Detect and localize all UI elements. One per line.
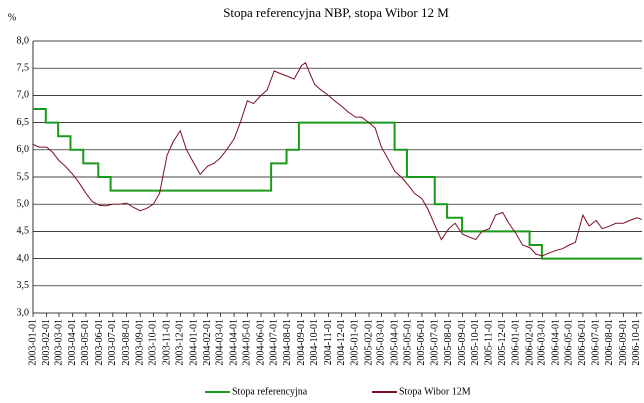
x-tick-label: 2003-04-01	[67, 319, 78, 366]
x-tick-label: 2004-02-01	[202, 319, 213, 366]
x-tick-label: 2004-09-01	[296, 319, 307, 366]
x-tick-label: 2003-10-01	[148, 319, 159, 366]
x-tick-label: 2005-01-01	[350, 319, 361, 366]
x-tick-label: 2004-10-01	[309, 319, 320, 366]
x-tick-label: 2003-01-01	[27, 319, 38, 366]
y-tick-label: 6,0	[17, 144, 30, 155]
y-tick-label: 6,5	[17, 117, 30, 128]
x-tick-label: 2004-05-01	[242, 319, 253, 366]
x-tick-label: 2006-05-01	[564, 319, 575, 366]
x-tick-label: 2004-03-01	[215, 319, 226, 366]
legend-label: Stopa referencyjna	[232, 386, 308, 397]
x-tick-label: 2004-07-01	[269, 319, 280, 366]
x-tick-label: 2005-05-01	[403, 319, 414, 366]
y-tick-label: 7,0	[17, 90, 30, 101]
x-tick-label: 2004-12-01	[336, 319, 347, 366]
x-tick-label: 2003-08-01	[121, 319, 132, 366]
legend-label: Stopa Wibor 12M	[399, 386, 471, 397]
data-line	[33, 108, 642, 260]
x-tick-label: 2006-09-01	[618, 319, 629, 366]
x-tick-label: 2003-06-01	[94, 319, 105, 366]
x-tick-label: 2006-02-01	[524, 319, 535, 366]
x-tick-label: 2005-07-01	[429, 319, 440, 366]
x-tick-label: 2006-06-01	[577, 319, 588, 366]
x-tick-label: 2006-10-01	[631, 319, 642, 366]
x-tick-label: 2005-10-01	[470, 319, 481, 366]
x-tick-label: 2003-11-01	[161, 319, 172, 365]
y-tick-label: 8,0	[17, 35, 30, 46]
x-tick-label: 2006-03-01	[537, 319, 548, 366]
data-line	[32, 61, 643, 257]
y-axis-label: %	[8, 12, 16, 23]
x-tick-label: 2006-01-01	[511, 319, 522, 366]
x-tick-label: 2005-11-01	[484, 319, 495, 365]
x-tick-label: 2003-05-01	[80, 319, 91, 366]
y-tick-label: 7,5	[17, 62, 30, 73]
x-tick-label: 2006-07-01	[590, 319, 601, 366]
x-tick-label: 2005-06-01	[416, 319, 427, 366]
x-tick-label: 2005-02-01	[363, 319, 374, 366]
x-tick-label: 2004-08-01	[282, 319, 293, 366]
x-tick-label: 2004-01-01	[188, 319, 199, 366]
x-tick-label: 2003-03-01	[53, 319, 64, 366]
x-tick-label: 2003-12-01	[175, 319, 186, 366]
y-tick-label: 4,0	[17, 253, 30, 264]
y-tick-label: 5,0	[17, 198, 30, 209]
x-tick-label: 2005-12-01	[497, 319, 508, 366]
y-tick-label: 4,5	[17, 226, 30, 237]
x-tick-label: 2004-11-01	[323, 319, 334, 365]
x-tick-label: 2005-03-01	[376, 319, 387, 366]
x-tick-label: 2003-07-01	[107, 319, 118, 366]
x-tick-label: 2005-09-01	[457, 319, 468, 366]
x-tick-label: 2004-04-01	[228, 319, 239, 366]
x-tick-label: 2004-06-01	[255, 319, 266, 366]
x-tick-label: 2003-02-01	[41, 319, 52, 366]
x-tick-label: 2005-08-01	[443, 319, 454, 366]
x-tick-label: 2006-04-01	[550, 319, 561, 366]
y-tick-label: 3,0	[17, 307, 30, 318]
y-tick-label: 3,5	[17, 280, 30, 291]
x-tick-label: 2006-08-01	[604, 319, 615, 366]
x-tick-label: 2005-04-01	[389, 319, 400, 366]
y-tick-label: 5,5	[17, 171, 30, 182]
chart-title: Stopa referencyjna NBP, stopa Wibor 12 M	[223, 5, 449, 20]
x-tick-label: 2003-09-01	[134, 319, 145, 366]
